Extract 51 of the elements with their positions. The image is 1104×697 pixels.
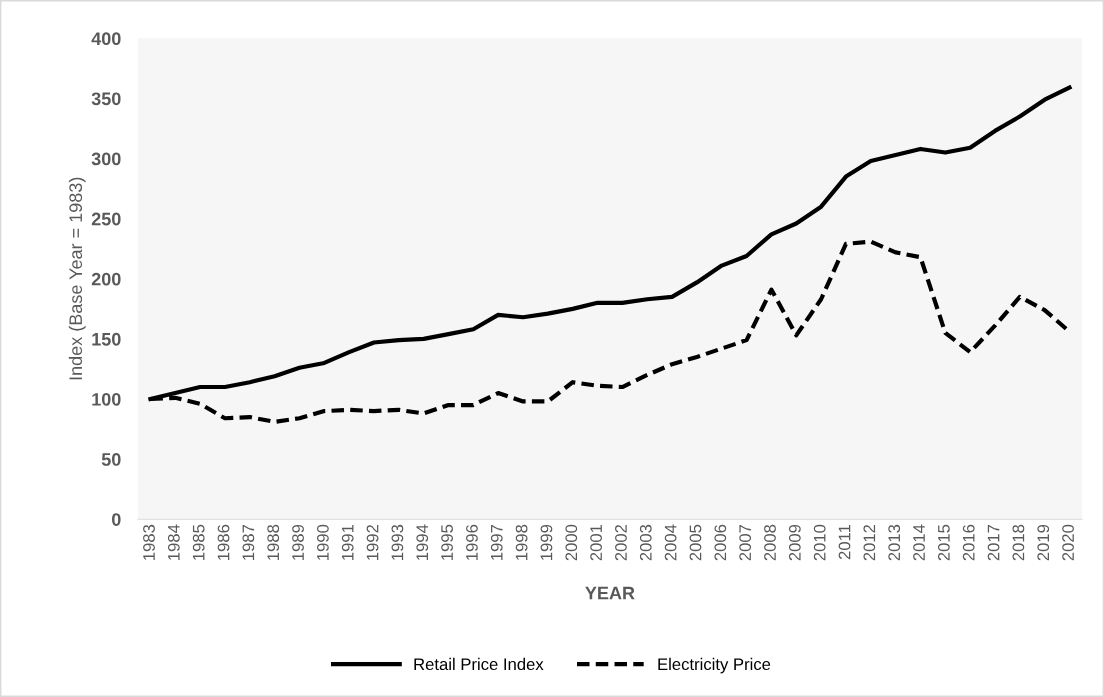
x-tick-label: 2005: [689, 524, 702, 561]
y-tick-label: 200: [91, 272, 121, 286]
x-tick-label: 1983: [143, 524, 155, 560]
x-tick-label: 2006: [714, 524, 727, 561]
y-tick-label: 50: [101, 453, 121, 466]
x-tick-label: 1990: [316, 524, 329, 560]
y-tick-label: 100: [92, 392, 121, 406]
x-tick-label: 2000: [565, 524, 578, 561]
x-tick-label: 1987: [242, 524, 255, 560]
x-tick-label: 2008: [764, 524, 776, 561]
y-tick-label: 150: [92, 332, 121, 346]
x-tick-label: 2012: [863, 524, 876, 561]
x-tick-label: 1999: [540, 524, 553, 560]
x-tick-label: 2007: [739, 524, 752, 561]
x-tick-label: 1996: [466, 524, 478, 560]
x-tick-label: 2003: [639, 524, 652, 561]
x-tick-label: 2019: [1037, 524, 1050, 561]
x-tick-label: 2017: [987, 524, 1000, 561]
x-tick-label: 2013: [888, 524, 901, 561]
x-tick-label: 2014: [913, 524, 925, 561]
x-tick-label: 1991: [341, 524, 354, 560]
x-tick-label: 2009: [788, 524, 801, 561]
y-tick-label: 250: [91, 212, 121, 226]
legend-label: Retail Price Index: [414, 657, 544, 671]
x-tick-label: 1994: [416, 524, 429, 560]
x-tick-label: 2016: [962, 524, 975, 561]
x-tick-label: 2001: [590, 524, 603, 561]
x-tick-label: 2002: [615, 524, 627, 561]
x-tick-label: 1995: [441, 524, 453, 560]
x-tick-label: 1993: [391, 524, 404, 560]
x-tick-label: 2011: [838, 524, 851, 560]
x-tick-label: 2020: [1062, 524, 1074, 561]
x-tick-label: 1997: [490, 524, 503, 560]
x-tick-label: 1992: [366, 524, 379, 560]
x-tick-label: 1985: [192, 524, 205, 560]
x-tick-label: 2004: [664, 524, 677, 561]
x-axis-title: YEAR: [585, 586, 635, 600]
x-tick-label: 1988: [267, 524, 280, 560]
y-tick-label: 350: [91, 92, 121, 106]
legend-label: Electricity Price: [658, 657, 771, 674]
x-tick-label: 2018: [1012, 524, 1025, 561]
x-tick-label: 1986: [217, 524, 230, 560]
y-tick-label: 400: [91, 32, 121, 46]
x-tick-label: 1989: [292, 524, 304, 560]
x-tick-label: 1998: [515, 524, 528, 560]
y-tick-label: 0: [112, 513, 121, 526]
x-tick-label: 2015: [937, 524, 950, 561]
y-tick-label: 300: [91, 152, 121, 166]
x-tick-label: 2010: [813, 524, 826, 561]
x-tick-label: 1984: [167, 524, 180, 560]
y-axis-title: Index (Base Year = 1983): [68, 177, 86, 380]
